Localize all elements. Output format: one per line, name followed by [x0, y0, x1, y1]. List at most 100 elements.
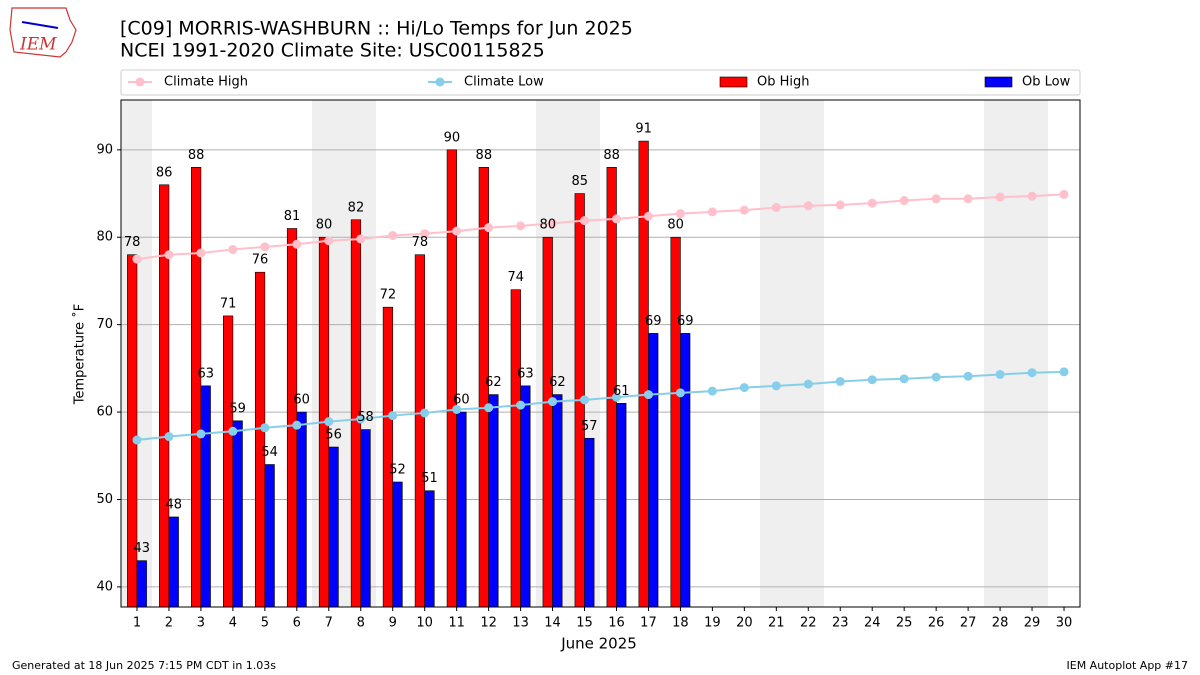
point	[739, 205, 749, 215]
data-label: 78	[124, 235, 141, 250]
bar	[360, 429, 371, 608]
x-tick-label: 28	[992, 616, 1009, 631]
x-tick-label: 4	[229, 616, 237, 631]
marks	[127, 140, 1069, 608]
data-label: 60	[293, 393, 310, 408]
legend-label: Ob High	[757, 75, 810, 90]
bar	[638, 140, 649, 608]
point	[1027, 368, 1037, 378]
bar	[446, 149, 457, 608]
grid	[121, 149, 1080, 588]
data-label: 78	[412, 235, 429, 250]
point	[196, 248, 206, 258]
data-label: 88	[603, 148, 620, 163]
y-tick-label: 60	[96, 405, 113, 420]
shade	[984, 100, 1048, 607]
point	[995, 369, 1005, 379]
x-tick-label: 26	[928, 616, 945, 631]
legend-swatch	[984, 76, 1013, 88]
data-label: 80	[316, 218, 333, 233]
bar	[424, 490, 435, 608]
data-label: 91	[635, 122, 652, 137]
x-tick-label: 11	[448, 616, 465, 631]
point	[324, 417, 334, 427]
data-label: 74	[508, 270, 525, 285]
point	[292, 239, 302, 249]
legend-label: Climate High	[164, 75, 248, 90]
point	[324, 236, 334, 246]
y-tick-label: 50	[96, 492, 113, 507]
bar	[328, 446, 339, 608]
point	[516, 221, 526, 231]
y-tick-label: 70	[96, 317, 113, 332]
bar	[296, 411, 307, 608]
data-label: 72	[380, 288, 397, 303]
bar	[191, 167, 202, 608]
data-label: 88	[476, 148, 493, 163]
data-label: 69	[677, 314, 694, 329]
x-tick-label: 19	[704, 616, 721, 631]
point	[548, 218, 558, 228]
bar	[382, 306, 394, 608]
legend-swatch	[135, 77, 145, 87]
bar	[520, 385, 531, 608]
x-tick-label: 22	[800, 616, 817, 631]
point	[196, 429, 206, 439]
plot-frame	[120, 99, 1081, 608]
point	[356, 414, 366, 424]
logo: IEM	[9, 7, 77, 58]
data-label: 63	[197, 366, 214, 381]
bar	[670, 236, 681, 608]
data-label: 51	[421, 471, 438, 486]
bar	[200, 385, 211, 608]
data-label: 80	[539, 218, 556, 233]
bar	[392, 481, 403, 608]
x-tick-label: 7	[325, 616, 333, 631]
x-tick-label: 18	[672, 616, 689, 631]
x-tick-label: 6	[293, 616, 301, 631]
y-axis-label: Temperature ˚F	[72, 304, 88, 405]
data-label: 58	[357, 410, 374, 425]
y-tick-label: 80	[96, 230, 113, 245]
point	[132, 435, 142, 445]
point	[580, 395, 590, 405]
x-tick-label: 27	[960, 616, 977, 631]
plot-area	[121, 100, 1080, 607]
chart-subtitle: NCEI 1991-2020 Climate Site: USC00115825	[120, 40, 545, 62]
point	[228, 426, 238, 436]
point	[388, 230, 398, 240]
data-label: 69	[645, 314, 662, 329]
data-label: 62	[549, 375, 566, 390]
point	[995, 192, 1005, 202]
line	[136, 193, 1065, 261]
point	[292, 420, 302, 430]
bar	[542, 236, 553, 608]
logo-text: IEM	[19, 35, 57, 55]
x-tick-label: 15	[576, 616, 593, 631]
point	[484, 403, 494, 413]
x-tick-label: 21	[768, 616, 785, 631]
legend-swatch	[435, 77, 445, 87]
point	[931, 372, 941, 382]
point	[356, 234, 366, 244]
y-tick-label: 90	[96, 142, 113, 157]
point	[484, 223, 494, 233]
footer-left: Generated at 18 Jun 2025 7:15 PM CDT in …	[12, 659, 276, 672]
chart-title: [C09] MORRIS-WASHBURN :: Hi/Lo Temps for…	[120, 18, 633, 40]
point	[516, 400, 526, 410]
shade	[760, 100, 824, 607]
bar	[136, 560, 147, 608]
point	[228, 244, 238, 254]
x-tick-label: 30	[1056, 616, 1073, 631]
x-tick-label: 8	[357, 616, 365, 631]
bar	[648, 333, 659, 608]
x-tick-label: 10	[416, 616, 433, 631]
bar	[159, 184, 170, 608]
x-tick-label: 2	[165, 616, 173, 631]
x-tick-label: 25	[896, 616, 913, 631]
point	[803, 379, 813, 389]
x-tick-label: 17	[640, 616, 657, 631]
x-tick-label: 16	[608, 616, 625, 631]
x-tick-label: 1	[133, 616, 141, 631]
point	[643, 211, 653, 221]
